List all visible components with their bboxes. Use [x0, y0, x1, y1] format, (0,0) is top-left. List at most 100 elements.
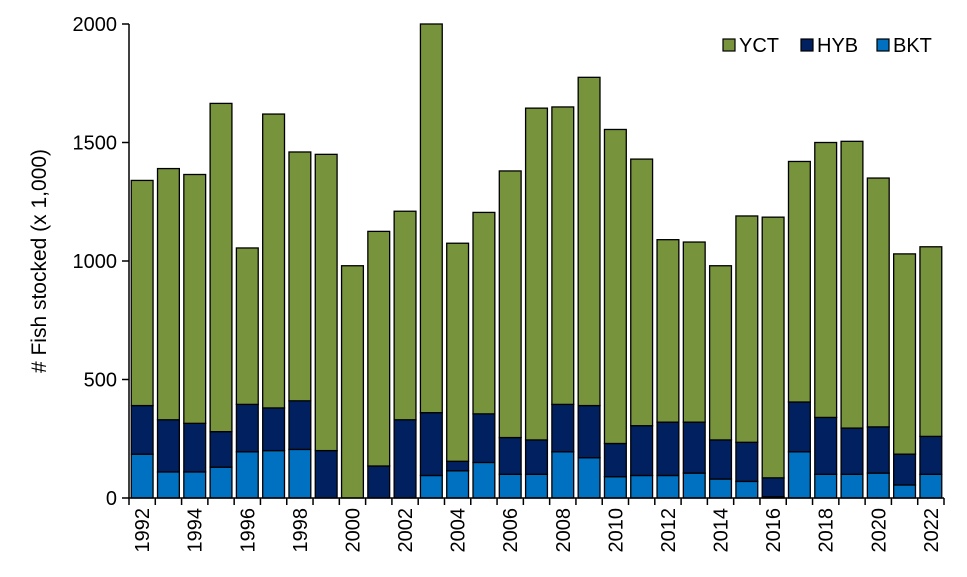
legend-label-hyb: HYB [817, 35, 858, 57]
y-tick-label: 1500 [73, 133, 118, 155]
bar-hyb-2001 [367, 465, 391, 499]
bar-yct-2016 [761, 216, 785, 479]
bar-yct-2022 [919, 246, 943, 438]
bar-bkt-2014 [708, 478, 733, 499]
bar-yct-1993 [156, 167, 180, 421]
x-tick-label: 1992 [132, 508, 154, 553]
bar-yct-2013 [682, 241, 706, 423]
legend-swatch-hyb [800, 38, 814, 52]
x-tick-label: 2016 [763, 508, 785, 553]
bar-yct-2019 [840, 140, 864, 429]
bar-yct-2015 [735, 215, 759, 443]
x-tick-label: 2004 [448, 508, 470, 553]
bar-bkt-2011 [630, 474, 654, 499]
bar-hyb-2002 [393, 419, 417, 499]
bar-bkt-2003 [419, 474, 443, 499]
bar-yct-2000 [340, 265, 365, 499]
bar-yct-1992 [130, 179, 154, 407]
bar-bkt-2020 [866, 472, 890, 499]
legend-swatch-yct [722, 38, 736, 52]
bar-yct-2010 [603, 128, 627, 445]
bar-yct-2004 [446, 242, 470, 462]
bar-hyb-1992 [130, 404, 154, 455]
bar-yct-2018 [814, 141, 838, 419]
bar-yct-2011 [630, 158, 654, 427]
legend: YCT HYB BKT [722, 35, 932, 57]
bar-yct-2017 [787, 160, 811, 403]
bar-bkt-2015 [735, 480, 759, 499]
bar-yct-2006 [498, 170, 522, 439]
legend-label-yct: YCT [739, 35, 779, 57]
bar-bkt-2008 [551, 451, 575, 499]
bar-hyb-2015 [735, 441, 759, 483]
bar-hyb-1997 [262, 407, 286, 452]
bar-hyb-1998 [288, 400, 312, 451]
bar-yct-2003 [419, 23, 443, 414]
legend-label-bkt: BKT [893, 35, 932, 57]
bar-yct-1998 [288, 151, 312, 402]
bar-hyb-2016 [761, 477, 785, 498]
bar-bkt-2004 [446, 470, 470, 499]
bar-bkt-1995 [209, 466, 233, 499]
bar-yct-2008 [551, 106, 575, 406]
bar-hyb-2017 [787, 401, 811, 453]
bar-bkt-2009 [577, 457, 601, 499]
bar-yct-2005 [472, 211, 496, 415]
x-tick-label: 2014 [711, 508, 733, 553]
bar-bkt-2017 [787, 451, 811, 499]
bar-bkt-1997 [262, 449, 286, 499]
bar-yct-2001 [367, 230, 391, 467]
bar-hyb-2008 [551, 403, 575, 453]
bar-hyb-1999 [314, 449, 338, 499]
bar-bkt-2005 [472, 461, 496, 499]
bar-yct-1999 [314, 153, 338, 452]
bar-bkt-1996 [235, 451, 259, 499]
bar-hyb-2004 [446, 460, 470, 472]
bar-hyb-2007 [524, 439, 549, 475]
y-tick-label: 1000 [73, 251, 118, 273]
bar-hyb-1995 [209, 430, 233, 468]
bar-bkt-2022 [919, 473, 943, 499]
bar-hyb-2013 [682, 421, 706, 474]
x-tick-label: 2008 [553, 508, 575, 553]
x-tick-label: 2020 [868, 508, 890, 553]
bar-bkt-2007 [524, 473, 549, 499]
bar-yct-2020 [866, 177, 890, 428]
bar-hyb-2018 [814, 416, 838, 475]
bar-bkt-2019 [840, 473, 864, 499]
legend-item-yct: YCT [722, 35, 779, 57]
bar-yct-1995 [209, 102, 233, 433]
bar-hyb-2003 [419, 412, 443, 477]
x-axis-ticks: 1992 1994 1996 1998 2000 2002 2004 2006 2008 2010… [128, 498, 945, 553]
bar-hyb-2010 [603, 442, 627, 478]
bar-hyb-2021 [893, 453, 917, 486]
bar-yct-2002 [393, 210, 417, 421]
bar-bkt-1992 [130, 453, 154, 499]
bar-bkt-2006 [498, 473, 522, 499]
y-axis-title: # Fish stocked (x 1,000) [28, 149, 51, 373]
bar-hyb-2022 [919, 435, 943, 475]
bar-bkt-1998 [288, 448, 312, 499]
bar-hyb-2020 [866, 426, 890, 474]
x-tick-label: 2000 [342, 508, 364, 553]
bar-bkt-2010 [603, 476, 627, 499]
x-tick-label: 2018 [816, 508, 838, 553]
bar-hyb-2006 [498, 436, 522, 475]
bar-hyb-2011 [630, 425, 654, 477]
bar-hyb-2019 [840, 427, 864, 475]
bar-hyb-2014 [708, 439, 733, 480]
bar-yct-2021 [893, 253, 917, 455]
x-tick-label: 2002 [395, 508, 417, 553]
bar-bkt-2021 [893, 484, 917, 499]
x-tick-label: 2006 [500, 508, 522, 553]
bar-bkt-1993 [156, 471, 180, 499]
legend-item-bkt: BKT [876, 35, 932, 57]
x-tick-label: 1994 [185, 508, 207, 553]
y-axis-ticks: 0 500 1000 1500 2000 [73, 14, 129, 510]
y-tick-label: 0 [106, 488, 117, 510]
bar-hyb-1993 [156, 419, 180, 473]
bar-hyb-2005 [472, 413, 496, 464]
bar-bkt-2018 [814, 473, 838, 499]
bar-yct-2014 [708, 265, 733, 441]
